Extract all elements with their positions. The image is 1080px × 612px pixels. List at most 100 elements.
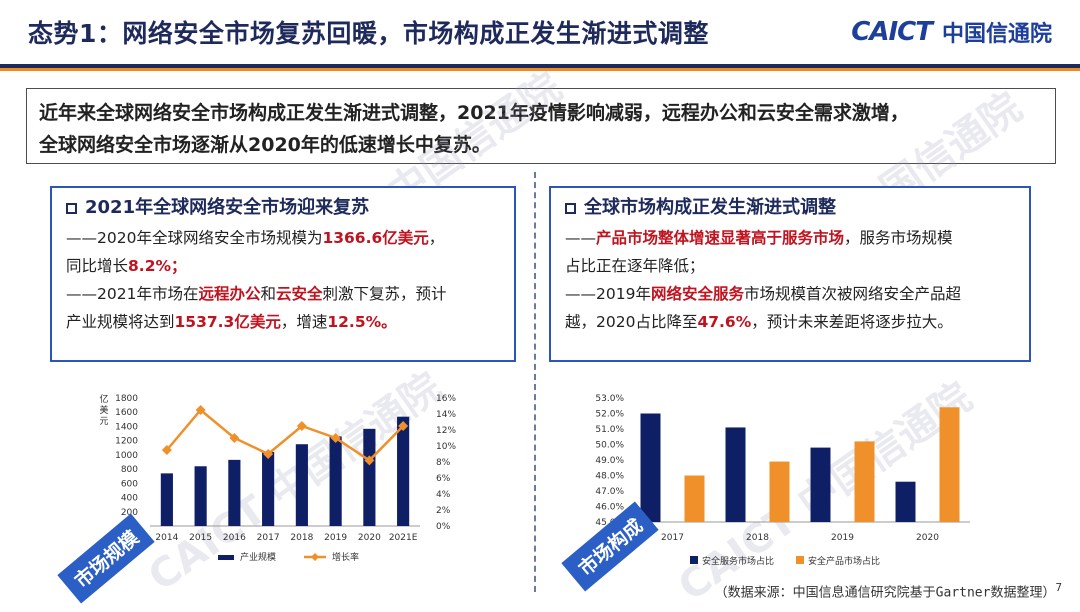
left-panel-para-1: ——2020年全球网络安全市场规模为1366.6亿美元， 同比增长8.2%；: [66, 224, 500, 280]
legend-label: 增长率: [332, 551, 359, 563]
y2-tick-label: 4%: [436, 490, 451, 500]
x-tick-label: 2015: [189, 533, 212, 543]
x-tick-label: 2016: [223, 533, 246, 543]
line-growth-rate: [165, 408, 405, 463]
y2-tick-label: 0%: [436, 522, 451, 532]
y2-tick-label: 12%: [436, 426, 456, 436]
legend-label: 产业规模: [240, 551, 276, 563]
growth-rate-point: [296, 421, 307, 431]
y-tick-label: 400: [121, 494, 138, 504]
x-tick-label: 2019: [831, 533, 854, 543]
summary-box: 近年来全球网络安全市场构成正发生渐进式调整，2021年疫情影响减弱，远程办公和云…: [26, 88, 1056, 164]
column-divider: [534, 172, 536, 592]
text: 占比正在逐年降低；: [565, 257, 705, 275]
text: ，服务市场规模: [844, 229, 953, 247]
x-tick-label: 2018: [746, 533, 769, 543]
right-panel: 全球市场构成正发生渐进式调整 ——产品市场整体增速显著高于服务市场，服务市场规模…: [549, 186, 1031, 362]
text: 刺激下复苏，预计: [322, 285, 447, 303]
summary-line-1: 近年来全球网络安全市场构成正发生渐进式调整，2021年疫情影响减弱，远程办公和云…: [39, 102, 909, 124]
bar-market-size: [363, 428, 376, 526]
market-size-chart: 0200400600800100012001400160018000%2%4%6…: [99, 393, 456, 563]
legend-marker: [311, 553, 319, 561]
bar-product-share: [769, 461, 790, 522]
highlight: 8.2%；: [128, 257, 187, 275]
bar-service-share: [895, 481, 916, 522]
y-axis-label: 亿: [99, 393, 108, 405]
source-text: （数据来源：中国信息通信研究院基于Gartner数据整理）: [714, 585, 1056, 600]
y-tick-label: 600: [121, 479, 138, 489]
growth-rate-point: [398, 421, 409, 431]
y-tick-label: 49.0%: [595, 456, 624, 466]
bar-market-size: [228, 459, 241, 526]
bar-market-size: [262, 452, 275, 526]
highlight: 网络安全服务: [650, 285, 744, 303]
bar-service-share: [640, 413, 661, 522]
text: ，增速: [280, 313, 328, 331]
bar-market-size: [397, 416, 410, 526]
left-panel-title: 2021年全球网络安全市场迎来复苏: [66, 194, 500, 222]
text: 和: [260, 285, 276, 303]
y2-tick-label: 2%: [436, 506, 451, 516]
left-panel: 2021年全球网络安全市场迎来复苏 ——2020年全球网络安全市场规模为1366…: [50, 186, 516, 362]
x-tick-label: 2014: [155, 533, 178, 543]
y2-tick-label: 14%: [436, 410, 456, 420]
legend-swatch-bar: [218, 555, 234, 560]
header-rule-dark: [0, 64, 1080, 68]
left-panel-para-2: ——2021年市场在远程办公和云安全刺激下复苏，预计 产业规模将达到1537.3…: [66, 280, 500, 336]
logo-mark: CAICT: [851, 17, 933, 47]
y-tick-label: 48.0%: [595, 472, 624, 482]
y-tick-label: 47.0%: [595, 487, 624, 497]
x-tick-label: 2020: [358, 533, 381, 543]
y-tick-label: 1200: [115, 437, 138, 447]
highlight: 远程办公: [198, 285, 261, 303]
y-tick-label: 53.0%: [595, 394, 624, 404]
bar-market-size: [194, 466, 207, 526]
highlight: 47.6%: [697, 313, 752, 331]
legend-swatch-service: [690, 556, 698, 564]
highlight: 1366.6亿美元: [322, 229, 429, 247]
y-tick-label: 1000: [115, 451, 138, 461]
y2-tick-label: 16%: [436, 394, 456, 404]
page-number: 7: [1055, 580, 1062, 594]
market-share-chart: 45.0%46.0%47.0%48.0%49.0%50.0%51.0%52.0%…: [595, 394, 970, 567]
legend-label: 安全服务市场占比: [702, 555, 774, 567]
x-tick-label: 2017: [257, 533, 280, 543]
y-axis-label: 元: [99, 417, 108, 427]
text: ——2021年市场在: [66, 285, 199, 303]
text: 市场规模首次被网络安全产品超: [743, 285, 961, 303]
text: ——2019年: [565, 285, 651, 303]
y2-tick-label: 8%: [436, 458, 451, 468]
growth-rate-point: [195, 405, 206, 415]
bar-service-share: [725, 427, 746, 522]
highlight: 产品市场整体增速显著高于服务市场: [596, 229, 845, 247]
bar-product-share: [854, 441, 875, 522]
text: ，: [428, 229, 445, 247]
text: ——2020年全球网络安全市场规模为: [66, 229, 323, 247]
x-tick-label: 2020: [916, 533, 939, 543]
logo: CAICT 中国信通院: [851, 16, 1052, 48]
bar-market-size: [295, 444, 308, 526]
y-tick-label: 1400: [115, 422, 138, 432]
logo-name: 中国信通院: [941, 22, 1052, 47]
text: 产业规模将达到: [66, 313, 175, 331]
y-tick-label: 1600: [115, 408, 138, 418]
bar-service-share: [810, 447, 831, 522]
growth-rate-point: [161, 445, 172, 455]
right-panel-title: 全球市场构成正发生渐进式调整: [565, 194, 1015, 222]
y-tick-label: 46.0%: [595, 503, 624, 513]
x-tick-label: 2021E: [389, 533, 418, 543]
legend-swatch-product: [796, 556, 804, 564]
x-tick-label: 2017: [661, 533, 684, 543]
y-tick-label: 52.0%: [595, 410, 624, 420]
bar-market-size: [329, 436, 342, 526]
growth-rate-point: [229, 433, 240, 443]
square-bullet-icon: [565, 202, 576, 214]
highlight: 1537.3亿美元: [174, 313, 281, 331]
y-axis-label: 美: [99, 404, 108, 416]
y-tick-label: 1800: [115, 394, 138, 404]
text: 同比增长: [66, 257, 129, 275]
page-title: 态势1：网络安全市场复苏回暖，市场构成正发生渐进式调整: [28, 19, 709, 48]
text: 越，2020占比降至: [565, 313, 698, 331]
source-note: （数据来源：中国信息通信研究院基于Gartner数据整理）7: [715, 581, 1062, 600]
header-rule-orange: [0, 68, 1080, 71]
